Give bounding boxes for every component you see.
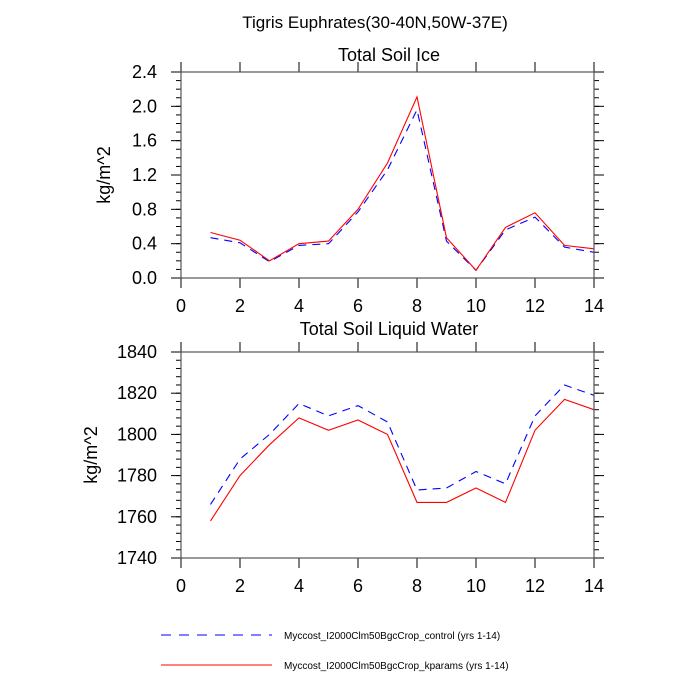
x-tick-label: 8 (412, 296, 422, 316)
y-tick-label: 2.4 (132, 62, 157, 82)
x-tick-label: 10 (466, 576, 486, 596)
legend-label-control: Myccost_I2000Clm50BgcCrop_control (yrs 1… (284, 631, 500, 642)
y-tick-label: 1820 (117, 383, 157, 403)
x-tick-label: 12 (525, 576, 545, 596)
x-tick-label: 14 (584, 296, 604, 316)
y-tick-label: 1780 (117, 466, 157, 486)
x-tick-label: 6 (353, 576, 363, 596)
x-tick-label: 10 (466, 296, 486, 316)
y-tick-label: 0.8 (132, 199, 157, 219)
x-tick-label: 2 (235, 576, 245, 596)
x-tick-label: 2 (235, 296, 245, 316)
series-group (210, 384, 595, 522)
series-line-kparams (210, 398, 595, 522)
x-tick-label: 0 (176, 576, 186, 596)
figure-suptitle: Tigris Euphrates(30-40N,50W-37E) (242, 13, 508, 32)
y-tick-label: 2.0 (132, 96, 157, 116)
legend-label-kparams: Myccost_I2000Clm50BgcCrop_kparams (yrs 1… (284, 661, 509, 672)
y-axis-label: kg/m^2 (81, 426, 101, 483)
panel-total-soil-ice: Total Soil Ice kg/m^2 0 2 4 6 8 10 12 140.00.40… (94, 45, 604, 316)
y-axis-label: kg/m^2 (94, 146, 114, 203)
y-tick-label: 1.2 (132, 165, 157, 185)
plot-frame (180, 71, 595, 279)
panel-title: Total Soil Liquid Water (300, 319, 478, 339)
y-tick-label: 1760 (117, 507, 157, 527)
x-tick-label: 8 (412, 576, 422, 596)
plot-frame (180, 351, 595, 559)
x-tick-label: 14 (584, 576, 604, 596)
axis-ticks: 0 2 4 6 8 10 12 14 1740 1760 1780 1800 1820 1840 (117, 342, 604, 596)
axis-ticks: 0 2 4 6 8 10 12 14 0.0 0.4 0.8 1.2 1.6 2.0 2.4 (132, 62, 604, 316)
x-tick-label: 0 (176, 296, 186, 316)
panel-total-soil-liquid-water: Total Soil Liquid Water kg/m^2 0 2 4 6 8 10 12… (81, 319, 604, 596)
y-tick-label: 1800 (117, 424, 157, 444)
y-tick-label: 0.0 (132, 268, 157, 288)
x-tick-label: 12 (525, 296, 545, 316)
series-line-control (210, 384, 595, 505)
y-tick-label: 1840 (117, 342, 157, 362)
series-line-kparams (210, 95, 595, 272)
series-line-control (210, 108, 595, 272)
x-tick-label: 4 (294, 296, 304, 316)
x-tick-label: 6 (353, 296, 363, 316)
y-tick-label: 1.6 (132, 131, 157, 151)
legend: Myccost_I2000Clm50BgcCrop_control (yrs 1… (161, 631, 509, 672)
panel-title: Total Soil Ice (338, 45, 440, 65)
y-tick-label: 0.4 (132, 234, 157, 254)
series-group (210, 95, 595, 272)
y-tick-label: 1740 (117, 548, 157, 568)
x-tick-label: 4 (294, 576, 304, 596)
